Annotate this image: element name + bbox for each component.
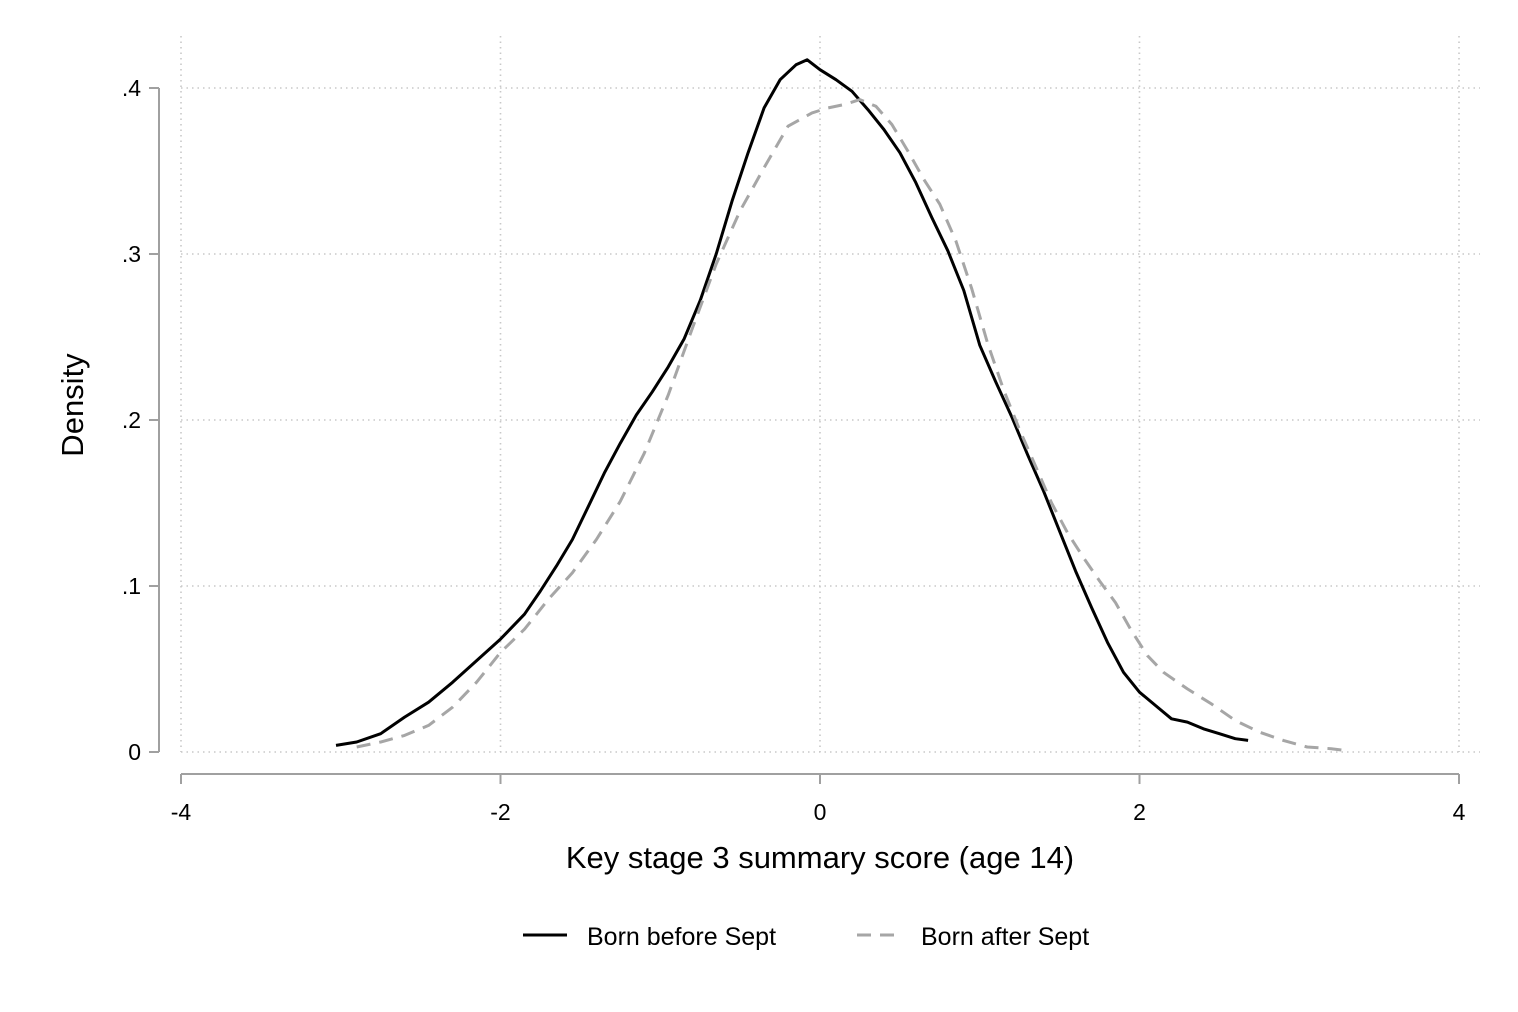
x-tick-label: 0 — [814, 799, 827, 825]
legend: Born before Sept Born after Sept — [523, 923, 1089, 951]
grid-layer — [180, 36, 1480, 753]
x-tick-label: 4 — [1453, 799, 1466, 825]
axes-layer: 0 .1 .2 .3 .4 -4 -2 0 2 4 — [122, 75, 1466, 825]
y-tick-label: .1 — [122, 573, 141, 599]
x-tick-label: 2 — [1133, 799, 1146, 825]
x-tick-label: -4 — [171, 799, 192, 825]
y-axis-title: Density — [55, 353, 90, 457]
legend-label-2: Born after Sept — [921, 923, 1089, 951]
y-tick-label: .3 — [122, 241, 141, 267]
x-tick-label: -2 — [490, 799, 510, 825]
series-line-1 — [335, 58, 1249, 747]
y-tick-label: .4 — [122, 75, 141, 101]
series-layer — [335, 58, 1345, 752]
series-line-2 — [356, 98, 1345, 752]
legend-label-1: Born before Sept — [587, 923, 776, 951]
x-axis-title: Key stage 3 summary score (age 14) — [566, 840, 1074, 875]
y-tick-label: 0 — [128, 739, 141, 765]
y-tick-label: .2 — [122, 407, 141, 433]
